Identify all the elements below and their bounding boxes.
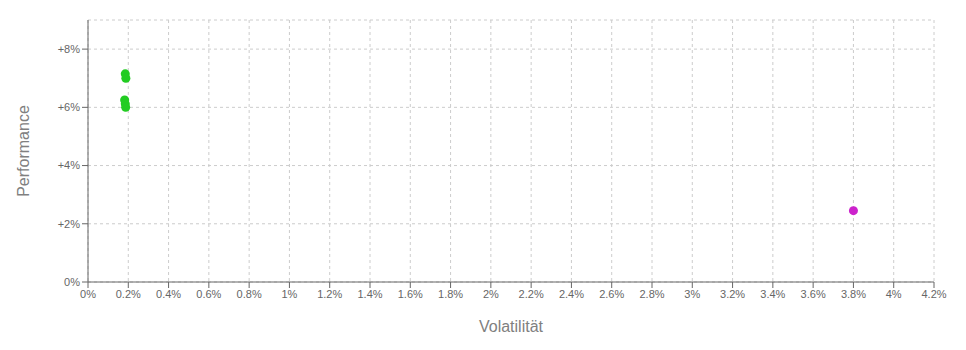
svg-text:0%: 0%	[64, 276, 80, 288]
svg-text:+6%: +6%	[58, 101, 81, 113]
svg-text:2.4%: 2.4%	[559, 288, 584, 300]
svg-text:1%: 1%	[281, 288, 297, 300]
svg-text:+8%: +8%	[58, 43, 81, 55]
svg-text:3%: 3%	[684, 288, 700, 300]
svg-text:3.6%: 3.6%	[801, 288, 826, 300]
svg-text:3.2%: 3.2%	[720, 288, 745, 300]
svg-text:1.2%: 1.2%	[317, 288, 342, 300]
svg-text:0.2%: 0.2%	[116, 288, 141, 300]
svg-text:0.4%: 0.4%	[156, 288, 181, 300]
svg-text:1.8%: 1.8%	[438, 288, 463, 300]
svg-text:3.4%: 3.4%	[760, 288, 785, 300]
svg-text:0.6%: 0.6%	[196, 288, 221, 300]
svg-text:2%: 2%	[483, 288, 499, 300]
svg-text:Performance: Performance	[15, 105, 32, 197]
svg-text:2.2%: 2.2%	[519, 288, 544, 300]
svg-text:0%: 0%	[80, 288, 96, 300]
svg-text:1.4%: 1.4%	[357, 288, 382, 300]
svg-text:2.6%: 2.6%	[599, 288, 624, 300]
svg-text:4.2%: 4.2%	[921, 288, 946, 300]
svg-text:+2%: +2%	[58, 218, 81, 230]
svg-text:3.8%: 3.8%	[841, 288, 866, 300]
svg-text:+4%: +4%	[58, 159, 81, 171]
svg-text:0.8%: 0.8%	[237, 288, 262, 300]
svg-text:2.8%: 2.8%	[639, 288, 664, 300]
svg-text:Volatilität: Volatilität	[479, 318, 544, 335]
svg-text:1.6%: 1.6%	[398, 288, 423, 300]
svg-text:4%: 4%	[886, 288, 902, 300]
